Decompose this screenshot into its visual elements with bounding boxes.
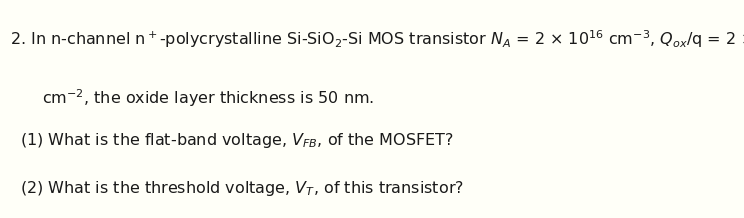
Text: cm$^{-2}$, the oxide layer thickness is 50 nm.: cm$^{-2}$, the oxide layer thickness is …	[42, 87, 374, 109]
Text: (2) What is the threshold voltage, $V_T$, of this transistor?: (2) What is the threshold voltage, $V_T$…	[20, 179, 464, 198]
Text: 2. In n-channel n$^+$-polycrystalline Si-SiO$_2$-Si MOS transistor $N_A$ = 2 × 1: 2. In n-channel n$^+$-polycrystalline Si…	[10, 28, 744, 50]
Text: (1) What is the flat-band voltage, $V_{FB}$, of the MOSFET?: (1) What is the flat-band voltage, $V_{F…	[20, 131, 454, 150]
